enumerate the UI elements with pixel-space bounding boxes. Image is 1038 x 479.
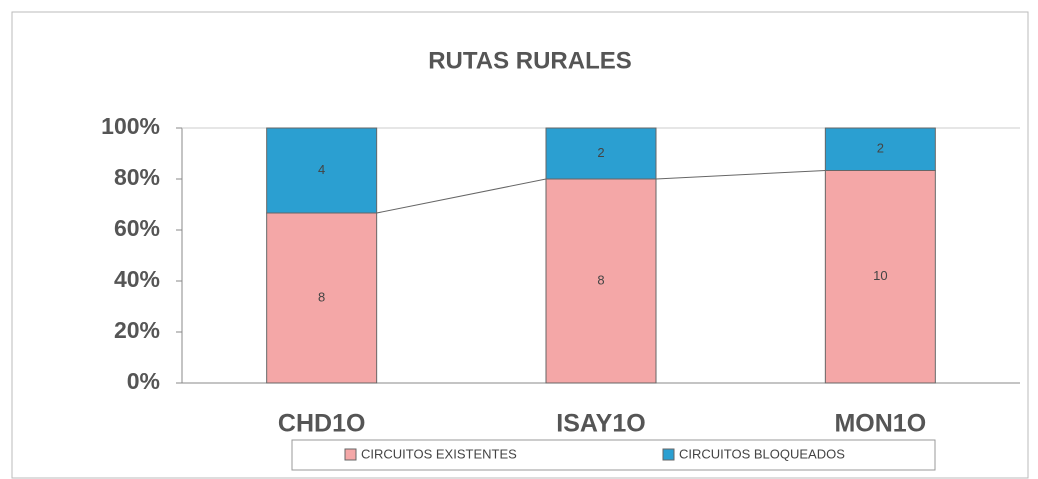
chart-frame bbox=[11, 11, 1029, 479]
y-tick-label: 60% bbox=[114, 215, 160, 241]
chart-title: RUTAS RURALES bbox=[428, 47, 632, 74]
data-label: 8 bbox=[318, 289, 325, 304]
data-label: 8 bbox=[597, 272, 604, 287]
y-tick-label: 40% bbox=[114, 266, 160, 292]
data-label: 10 bbox=[873, 268, 887, 283]
bar-segment bbox=[824, 127, 936, 171]
bar-segment bbox=[266, 127, 378, 214]
data-label: 2 bbox=[597, 145, 604, 160]
legend-box bbox=[291, 439, 936, 471]
legend-label: CIRCUITOS EXISTENTES bbox=[361, 446, 517, 461]
y-tick-label: 0% bbox=[127, 368, 160, 394]
x-tick-label: MON1O bbox=[834, 410, 926, 438]
x-tick-label: CHD1O bbox=[278, 410, 366, 438]
series-line bbox=[376, 178, 547, 214]
bar-segment bbox=[266, 212, 378, 384]
legend-swatch bbox=[344, 448, 357, 461]
bar-segment bbox=[824, 170, 936, 384]
series-line bbox=[655, 170, 826, 180]
y-tick-label: 20% bbox=[114, 317, 160, 343]
y-tick-label: 100% bbox=[101, 113, 160, 139]
x-tick-label: ISAY1O bbox=[556, 410, 645, 438]
y-tick-label: 80% bbox=[114, 164, 160, 190]
legend-label: CIRCUITOS BLOQUEADOS bbox=[679, 446, 845, 461]
data-label: 2 bbox=[877, 141, 884, 156]
bar-segment bbox=[545, 127, 657, 180]
legend-swatch bbox=[662, 448, 675, 461]
data-label: 4 bbox=[318, 162, 325, 177]
